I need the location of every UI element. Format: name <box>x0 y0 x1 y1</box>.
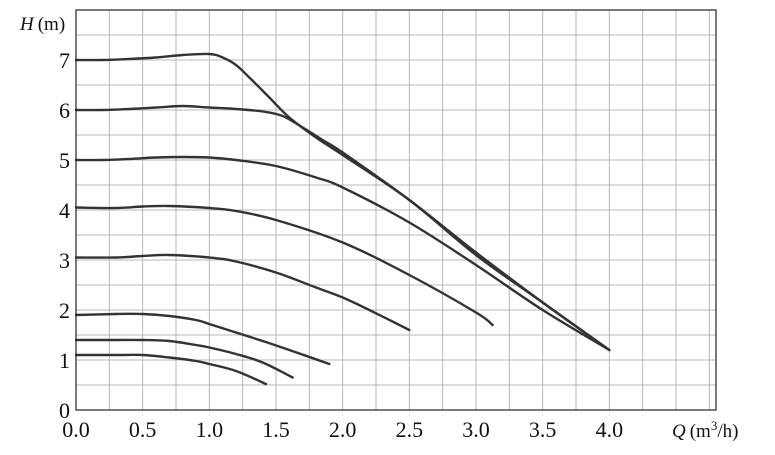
y-tick-label: 1 <box>59 348 70 373</box>
x-axis-symbol: Q <box>672 421 686 442</box>
x-tick-label: 0.5 <box>129 417 157 442</box>
series-line-2 <box>74 104 611 352</box>
x-axis-unit-base: (m <box>690 421 711 442</box>
series-line-7 <box>74 338 294 379</box>
series-line-6 <box>74 312 331 366</box>
y-tick-label: 4 <box>59 198 70 223</box>
series-line-3 <box>74 155 611 352</box>
series-line-5 <box>74 253 411 332</box>
y-axis-title: H (m) <box>19 14 65 35</box>
x-tick-label: 3.0 <box>462 417 490 442</box>
x-tick-label: 0.0 <box>62 417 90 442</box>
y-tick-label: 7 <box>59 48 70 73</box>
x-tick-label: 3.5 <box>529 417 557 442</box>
x-tick-labels: 0.0 0.5 1.0 1.5 2.0 2.5 3.0 3.5 4.0 <box>62 417 623 442</box>
grid <box>76 10 716 410</box>
x-tick-label: 1.5 <box>262 417 290 442</box>
y-tick-label: 5 <box>59 148 70 173</box>
x-tick-label: 2.5 <box>396 417 424 442</box>
y-tick-label: 2 <box>59 298 70 323</box>
y-tick-label: 0 <box>59 398 70 423</box>
y-axis-symbol: H <box>19 14 35 35</box>
x-tick-label: 2.0 <box>329 417 357 442</box>
x-axis-unit-tail: /h) <box>717 421 738 442</box>
series-curves <box>74 52 611 386</box>
x-axis-unit-sup: 3 <box>711 418 718 433</box>
y-axis-unit: (m) <box>38 14 65 35</box>
x-tick-label: 1.0 <box>196 417 224 442</box>
series-line-8 <box>74 353 268 386</box>
y-tick-label: 6 <box>59 98 70 123</box>
x-axis-title: Q (m3/h) <box>672 418 738 442</box>
plot-frame <box>75 9 717 411</box>
series-line-4 <box>74 204 494 327</box>
x-tick-label: 4.0 <box>596 417 624 442</box>
y-tick-label: 3 <box>59 248 70 273</box>
y-tick-labels: 0 1 2 3 4 5 6 7 <box>59 48 70 423</box>
series-line-1 <box>74 52 611 352</box>
